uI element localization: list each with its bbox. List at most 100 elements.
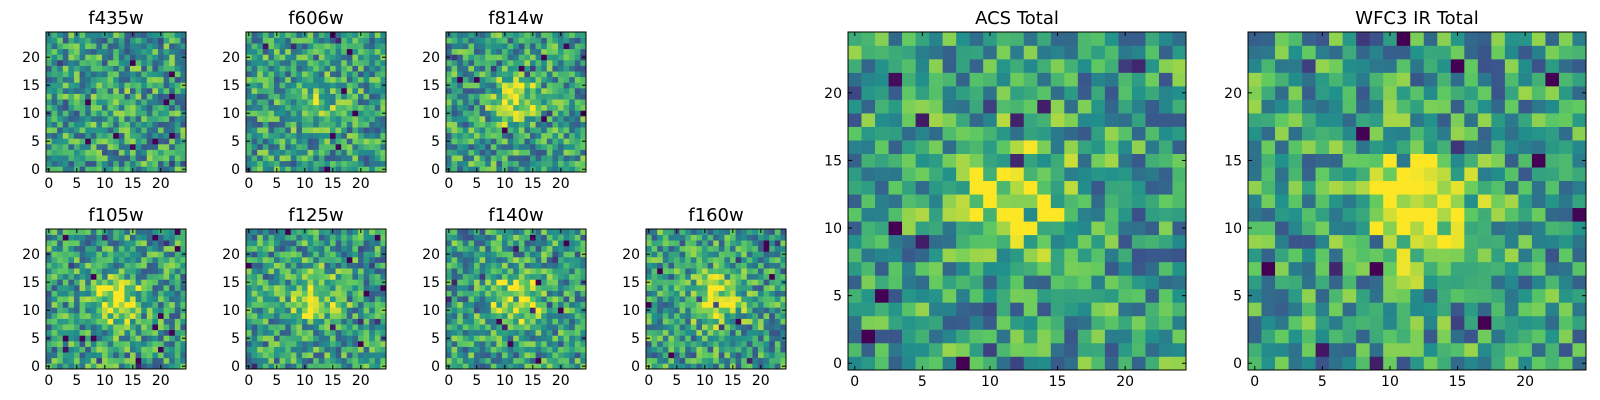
heatmap-cell	[135, 352, 142, 359]
heatmap-cell	[451, 82, 458, 89]
heatmap-cell	[268, 54, 275, 61]
heatmap-cell	[341, 251, 348, 258]
heatmap-cell	[180, 268, 187, 275]
heatmap-cell	[163, 155, 170, 162]
heatmap-cell	[307, 318, 314, 325]
heatmap-cell	[330, 324, 336, 331]
heatmap-cell	[546, 335, 553, 342]
heatmap-cell	[290, 279, 297, 286]
heatmap-cell	[780, 341, 787, 347]
heatmap-cell	[335, 99, 342, 106]
heatmap-cell	[1118, 234, 1133, 249]
heatmap-cell	[457, 76, 464, 83]
heatmap-cell	[174, 121, 181, 128]
axes-frame	[45, 228, 187, 370]
heatmap-cell	[51, 127, 58, 134]
heatmap-cell	[102, 245, 108, 252]
heatmap-cell	[51, 149, 58, 156]
heatmap-cell	[352, 43, 359, 50]
heatmap-cell	[302, 273, 308, 280]
heatmap-cell	[1172, 261, 1187, 276]
heatmap-cell	[146, 279, 153, 286]
heatmap-cell	[496, 76, 503, 83]
heatmap-cell	[724, 363, 731, 370]
heatmap-cell	[507, 335, 514, 342]
heatmap-cell	[1050, 248, 1065, 263]
heatmap-cell	[130, 346, 136, 353]
heatmap-cell	[169, 341, 176, 347]
heatmap-cell	[307, 285, 314, 291]
heatmap-cell	[702, 324, 708, 331]
heatmap-cell	[507, 296, 514, 303]
heatmap-cell	[363, 234, 370, 241]
heatmap-cell	[1010, 342, 1025, 357]
heatmap-cell	[96, 138, 103, 145]
heatmap-cell	[174, 346, 181, 353]
heatmap-cell	[942, 167, 957, 182]
heatmap-cell	[279, 363, 286, 370]
heatmap-cell	[651, 240, 658, 247]
heatmap-cell	[85, 93, 92, 100]
heatmap-cell	[358, 93, 364, 100]
heatmap-cell	[942, 302, 957, 317]
heatmap-cell	[774, 240, 781, 247]
heatmap-cell	[158, 60, 164, 66]
heatmap-cell	[135, 363, 142, 370]
heatmap-cell	[279, 82, 286, 89]
heatmap-cell	[169, 166, 176, 173]
heatmap-cell	[558, 257, 564, 263]
heatmap-cell	[563, 48, 570, 55]
heatmap-cell	[1064, 275, 1079, 290]
heatmap-cell	[580, 76, 587, 83]
heatmap-cell	[558, 37, 564, 44]
heatmap-cell	[102, 71, 108, 78]
heatmap-cell	[246, 318, 252, 325]
heatmap-cell	[942, 329, 957, 344]
heatmap-cell	[674, 324, 680, 331]
heatmap-cell	[983, 342, 998, 357]
heatmap-cell	[380, 65, 387, 72]
heatmap-cell	[374, 149, 381, 156]
heatmap-cell	[262, 99, 269, 106]
heatmap-cell	[530, 121, 536, 128]
heatmap-cell	[68, 273, 75, 280]
heatmap-cell	[657, 240, 664, 247]
heatmap-cell	[496, 82, 503, 89]
heatmap-cell	[124, 313, 131, 319]
heatmap-cell	[468, 160, 475, 167]
heatmap-cell	[479, 160, 486, 167]
heatmap-cell	[158, 48, 164, 55]
heatmap-cell	[1131, 342, 1146, 357]
heatmap-cell	[485, 82, 492, 89]
heatmap-cell	[262, 363, 269, 370]
heatmap-cell	[563, 82, 570, 89]
heatmap-cell	[457, 82, 464, 89]
heatmap-cell	[574, 121, 581, 128]
heatmap-cell	[541, 155, 548, 162]
heatmap-cell	[468, 99, 475, 106]
heatmap-cell	[1064, 167, 1079, 182]
heatmap-cell	[679, 329, 686, 336]
heatmap-cell	[769, 245, 776, 252]
heatmap-cell	[285, 144, 292, 150]
heatmap-cell	[90, 104, 97, 111]
heatmap-cell	[318, 257, 325, 263]
heatmap-cell	[124, 257, 131, 263]
heatmap-cell	[96, 76, 103, 83]
heatmap-cell	[124, 240, 131, 247]
heatmap-cell	[502, 352, 508, 359]
heatmap-cell	[85, 313, 92, 319]
heatmap-cell	[62, 32, 69, 38]
heatmap-cell	[707, 363, 714, 370]
heatmap-cell	[180, 88, 187, 94]
heatmap-cell	[118, 121, 125, 128]
heatmap-cell	[352, 229, 359, 235]
heatmap-cell	[158, 43, 164, 50]
heatmap-cell	[513, 132, 520, 139]
heatmap-cell	[169, 127, 176, 134]
heatmap-cell	[552, 307, 559, 314]
heatmap-cell	[485, 116, 492, 122]
heatmap-cell	[346, 149, 353, 156]
heatmap-cell	[696, 279, 703, 286]
x-tick-label: 5	[72, 176, 81, 192]
